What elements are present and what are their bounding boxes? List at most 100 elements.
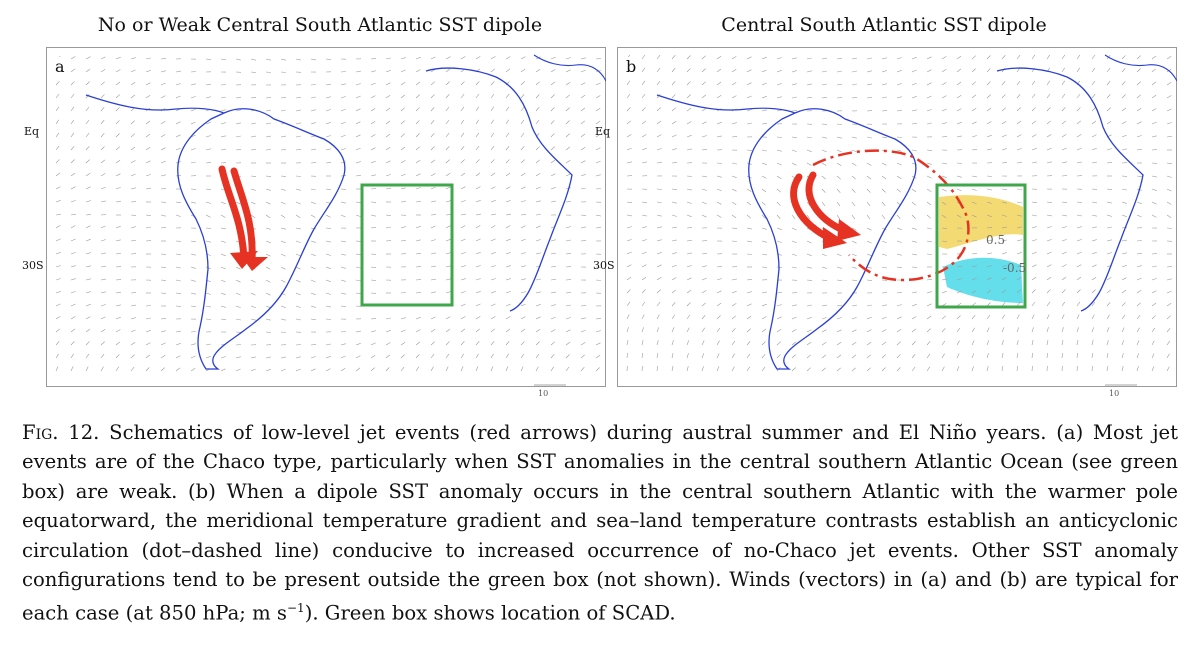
wind-vector: [1091, 301, 1096, 307]
wind-vector: [430, 341, 435, 346]
wind-vector: [761, 253, 767, 256]
wind-vector: [310, 227, 316, 230]
wind-vector: [250, 214, 256, 219]
wind-vector: [761, 227, 767, 230]
wind-vector: [1046, 301, 1051, 307]
wind-vector: [806, 214, 811, 220]
wind-vector: [701, 68, 706, 73]
wind-vector: [100, 56, 106, 60]
wind-vector: [806, 341, 812, 346]
wind-vector: [340, 161, 346, 164]
wind-vector: [445, 316, 451, 320]
wind-vector: [626, 226, 632, 229]
wind-vector: [325, 83, 331, 86]
wind-vector: [580, 305, 587, 307]
wind-vector: [686, 175, 693, 177]
wind-vector: [265, 331, 272, 333]
wind-vector: [355, 95, 361, 99]
wind-vector: [776, 83, 782, 86]
wind-vector: [791, 70, 797, 73]
wind-vector: [731, 201, 737, 205]
wind-vector: [400, 226, 406, 229]
wind-vector: [415, 173, 421, 177]
wind-vector: [1091, 289, 1096, 294]
wind-vector: [1016, 201, 1022, 204]
wind-vector: [160, 318, 167, 320]
wind-vector: [190, 305, 196, 308]
wind-vector: [115, 266, 122, 268]
wind-vector: [731, 162, 737, 165]
wind-vector: [490, 106, 495, 112]
wind-vector: [55, 366, 59, 372]
wind-vector: [355, 174, 361, 177]
wind-vector: [445, 225, 451, 229]
wind-vector: [100, 329, 106, 333]
wind-vector: [580, 214, 587, 216]
wind-vector: [280, 149, 287, 151]
wind-vector: [1136, 277, 1142, 281]
wind-vector: [430, 81, 435, 86]
wind-vector: [565, 239, 571, 242]
wind-vector: [1166, 366, 1170, 372]
wind-vector: [956, 162, 963, 164]
wind-vector: [896, 136, 903, 138]
wind-vector: [971, 121, 977, 125]
wind-vector: [520, 225, 526, 229]
wind-vector: [671, 162, 678, 164]
wind-vector: [205, 292, 211, 295]
wind-vector: [701, 327, 705, 333]
wind-vector: [1091, 314, 1095, 320]
wind-vector: [671, 264, 677, 268]
wind-vector: [656, 314, 660, 320]
wind-vector: [1001, 81, 1006, 86]
wind-vector: [1046, 327, 1049, 333]
wind-vector: [1016, 148, 1022, 151]
wind-vector: [1046, 134, 1052, 138]
wind-vector: [1016, 188, 1023, 190]
wind-vector: [535, 186, 541, 190]
wind-vector: [160, 134, 166, 138]
wind-vector: [1166, 227, 1173, 229]
wind-vector: [370, 95, 376, 99]
wind-vector: [235, 96, 241, 99]
wind-vector: [791, 240, 797, 244]
wind-vector: [1166, 201, 1172, 205]
wind-vector: [641, 54, 646, 60]
wind-vector: [475, 200, 481, 203]
wind-vector: [686, 121, 692, 125]
wind-vector: [986, 340, 990, 346]
wind-vector: [1076, 226, 1082, 229]
wind-vector: [881, 240, 887, 244]
wind-vector: [1121, 201, 1127, 204]
wind-vector: [475, 328, 480, 333]
wind-vector: [986, 252, 992, 255]
wind-vector: [595, 330, 601, 333]
wind-vector: [701, 188, 707, 191]
wind-vector: [1091, 353, 1094, 359]
wind-vector: [716, 162, 723, 164]
wind-vector: [205, 122, 211, 125]
wind-vector: [295, 201, 301, 205]
wind-vector: [986, 353, 989, 359]
wind-vector: [235, 292, 241, 296]
wind-vector: [385, 214, 391, 217]
wind-vector: [160, 58, 167, 60]
wind-vector: [595, 120, 601, 125]
wind-vector: [130, 341, 136, 346]
wind-vector: [325, 279, 331, 282]
wind-vector: [1031, 276, 1037, 281]
wind-vector: [716, 366, 720, 372]
wind-vector: [415, 316, 421, 320]
wind-vector: [761, 149, 767, 152]
cold-sst-anomaly: [943, 257, 1023, 303]
wind-vector: [475, 56, 481, 60]
wind-vector: [595, 58, 601, 60]
wind-vector: [85, 159, 90, 164]
wind-vector: [926, 303, 932, 307]
wind-vector: [641, 201, 647, 204]
wind-vector: [520, 132, 525, 138]
panel-b-eq-label: Eq: [595, 125, 611, 138]
contour-label-warm: 0.5: [986, 233, 1006, 247]
wind-vector: [986, 107, 992, 112]
wind-vector: [355, 70, 361, 73]
